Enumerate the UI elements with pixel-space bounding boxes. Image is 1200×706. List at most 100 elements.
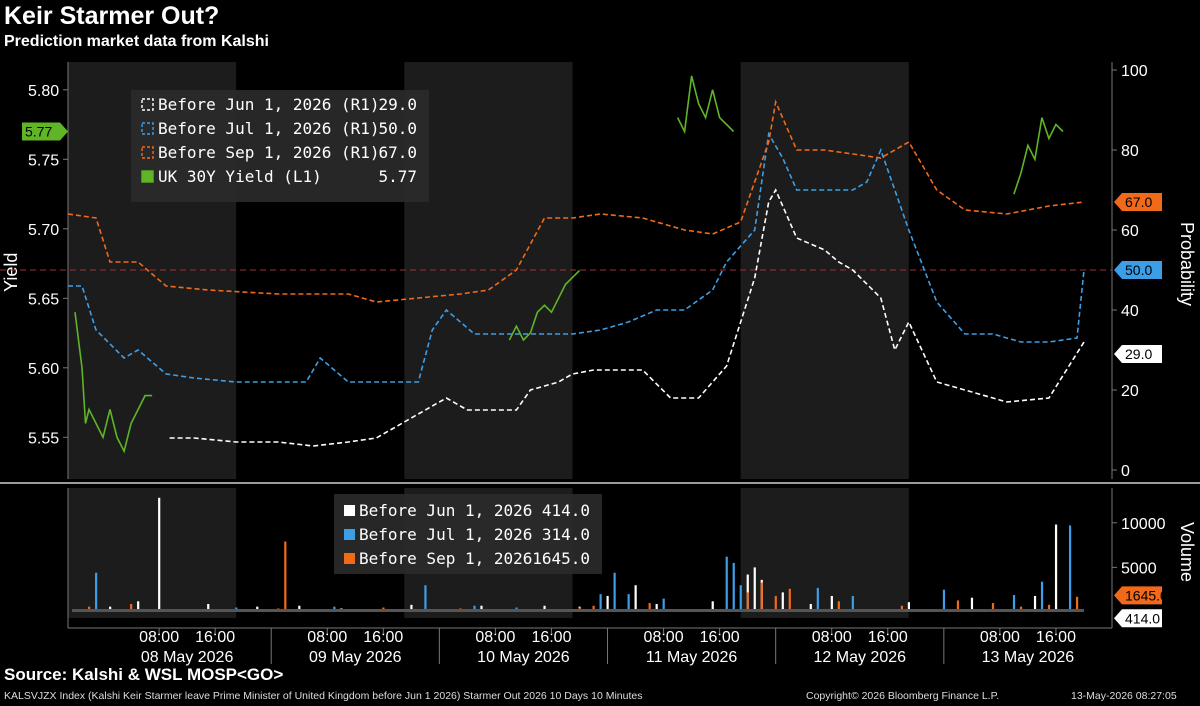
volume-bar-jul [1068, 525, 1072, 612]
x-date-label: 13 May 2026 [982, 649, 1075, 666]
volume-bar-jun [543, 605, 546, 612]
volume-bar-sep [788, 588, 791, 612]
volume-bar-jul [851, 595, 854, 612]
footer-copyright: Copyright© 2026 Bloomberg Finance L.P. [806, 690, 1000, 702]
volume-legend-swatch-jun [344, 505, 355, 516]
sep-current-tag-bg [1114, 193, 1162, 211]
volume-bar-sep [648, 603, 651, 612]
volume-bar-sep [991, 603, 995, 612]
probability-tick-label: 20 [1121, 383, 1139, 400]
volume-bar-jun [655, 603, 658, 612]
probability-axis-label: Probability [1177, 222, 1197, 306]
footer-index-description: KALSVJZX Index (Kalshi Keir Starmer leav… [4, 690, 643, 702]
jun-current-tag-bg [1114, 345, 1162, 363]
footer-datetime: 13-May-2026 08:27:05 [1071, 690, 1177, 702]
volume-bar-sep [900, 605, 903, 612]
legend-value-yield: 5.77 [378, 167, 417, 186]
series-line-jul [68, 131, 1085, 383]
jul-current-tag-bg [1114, 261, 1162, 279]
volume-legend-box [334, 494, 602, 574]
x-time-label: 08:00 [139, 629, 179, 646]
probability-tick-label: 80 [1121, 143, 1139, 160]
probability-tick-label: 40 [1121, 303, 1139, 320]
probability-tick-label: 0 [1121, 463, 1130, 480]
volume-bar-sep [956, 600, 960, 612]
volume-bar-jul [739, 585, 742, 612]
volume-bar-sep [592, 605, 595, 612]
volume-bar-jul [1012, 595, 1016, 612]
volume-bar-jun [907, 602, 911, 612]
yield-axis-label: Yield [1, 253, 21, 292]
legend-label-jul: Before Jul 1, 2026 (R1) [158, 119, 380, 138]
volume-bar-jun [158, 497, 161, 612]
volume-bar-sep [1075, 596, 1079, 612]
legend-swatch-jul [141, 122, 154, 135]
volume-legend-value-sep: 1645.0 [532, 549, 590, 568]
legend-swatch-yield [141, 170, 154, 183]
volume-axis-label: Volume [1177, 522, 1197, 582]
volume-bar-jun [830, 595, 833, 612]
legend-swatch-jun [141, 98, 154, 111]
volume-legend-label-sep: Before Sep 1, 2026 [359, 549, 532, 568]
volume-bar-jun [634, 585, 637, 612]
volume-bar-sep [130, 603, 133, 612]
x-time-label: 08:00 [644, 629, 684, 646]
volume-legend-label-jul: Before Jul 1, 2026 [359, 525, 532, 544]
volume-sep-tag: 1645.0 [1125, 587, 1168, 603]
volume-baseline [72, 609, 1084, 612]
volume-bar-jun [1033, 595, 1037, 612]
volume-bar-jun [480, 605, 483, 612]
volume-bar-jun [298, 605, 301, 612]
volume-jun-tag-bg [1114, 609, 1162, 628]
source-note: Source: Kalshi & WSL MOSP<GO> [4, 665, 284, 684]
volume-legend-label-jun: Before Jun 1, 2026 [359, 501, 532, 520]
volume-legend-swatch-sep [344, 553, 355, 564]
x-time-label: 16:00 [700, 629, 740, 646]
shaded-period-upper [404, 62, 573, 479]
x-time-label: 08:00 [307, 629, 347, 646]
legend-swatch-sep [141, 146, 154, 159]
shaded-period-volume [740, 488, 909, 618]
yield-tick-label: 5.75 [28, 152, 59, 169]
legend-value-sep: 67.0 [378, 143, 417, 162]
x-date-label: 10 May 2026 [477, 649, 570, 666]
volume-tick-label: 5000 [1121, 560, 1157, 577]
series-line-yield [74, 75, 1064, 454]
sep-current-tag: 67.0 [1125, 194, 1152, 210]
volume-bar-jul [942, 589, 946, 612]
yield-current-tag-bg [22, 122, 68, 141]
yield-current-tag: 5.77 [25, 124, 52, 140]
volume-jun-tag: 414.0 [1125, 610, 1160, 626]
volume-bar-sep [760, 582, 763, 612]
volume-bar-jul [662, 598, 665, 612]
x-date-label: 12 May 2026 [814, 649, 907, 666]
yield-tick-label: 5.55 [28, 430, 59, 447]
volume-bar-jun [809, 603, 812, 612]
chart-title: Keir Starmer Out? [4, 2, 220, 30]
volume-bar-jul [627, 594, 630, 612]
volume-legend-value-jul: 314.0 [542, 525, 590, 544]
volume-tick-label: 10000 [1121, 516, 1166, 533]
x-time-label: 16:00 [363, 629, 403, 646]
probability-tick-label: 60 [1121, 223, 1139, 240]
x-date-label: 09 May 2026 [309, 649, 402, 666]
yield-tick-label: 5.60 [28, 361, 59, 378]
volume-bar-sep [746, 592, 749, 612]
volume-bar-jun [711, 601, 714, 612]
volume-legend-swatch-jul [344, 529, 355, 540]
volume-bar-jul [473, 605, 476, 612]
upper-legend-box [131, 90, 429, 202]
x-date-label: 08 May 2026 [141, 649, 234, 666]
volume-bar-jul [732, 562, 735, 612]
footer-bar: KALSVJZX Index (Kalshi Keir Starmer leav… [0, 688, 1200, 706]
volume-bar-jun [1054, 524, 1058, 612]
volume-bar-jun [970, 597, 974, 612]
volume-bar-jul [599, 594, 602, 612]
legend-label-yield: UK 30Y Yield (L1) [158, 167, 322, 186]
x-time-label: 16:00 [531, 629, 571, 646]
probability-tick-label: 100 [1121, 63, 1148, 80]
volume-bar-sep [837, 601, 840, 612]
yield-tick-label: 5.80 [28, 83, 59, 100]
legend-value-jun: 29.0 [378, 95, 417, 114]
x-time-label: 08:00 [980, 629, 1020, 646]
